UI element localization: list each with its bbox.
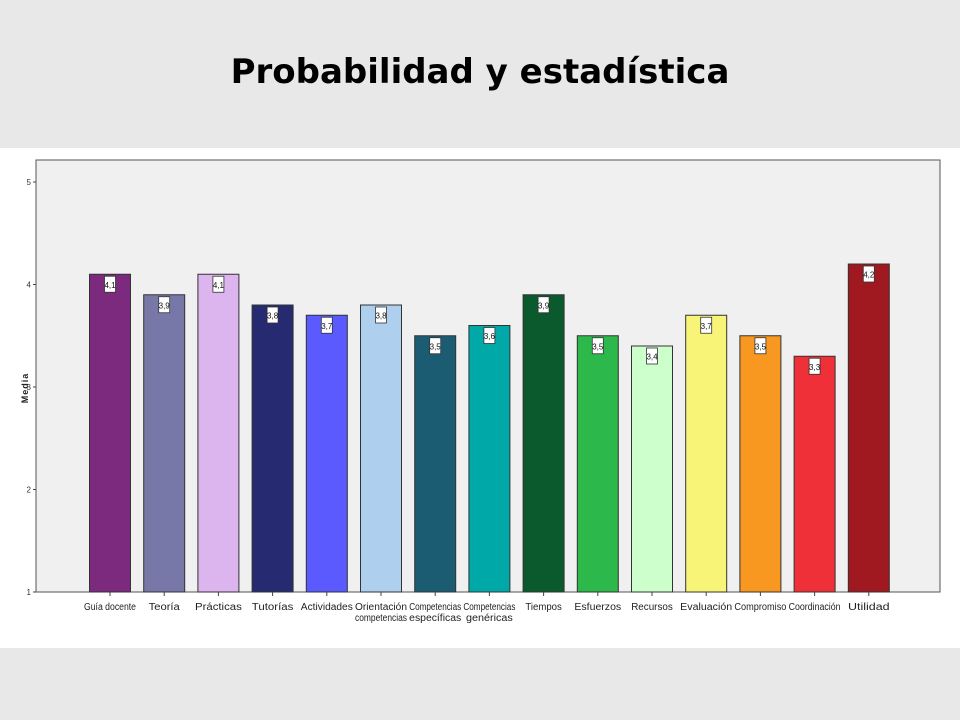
bar bbox=[251, 304, 294, 593]
data-label: 3,5 bbox=[592, 342, 604, 351]
y-tick-label: 1 bbox=[27, 588, 32, 597]
bar bbox=[739, 335, 782, 593]
x-tick-label: Utilidad bbox=[848, 602, 890, 613]
x-tick-label: genéricas bbox=[466, 613, 513, 624]
x-tick-label: Recursos bbox=[631, 602, 673, 613]
y-axis: 1 2 3 4 5 bbox=[27, 178, 36, 597]
data-label: 3,9 bbox=[538, 301, 550, 310]
x-tick-label: Prácticas bbox=[195, 602, 242, 613]
x-tick-label: específicas bbox=[409, 613, 461, 624]
data-label-box bbox=[754, 337, 767, 355]
bar bbox=[793, 355, 836, 593]
data-label: 3,8 bbox=[267, 312, 279, 321]
data-label-box bbox=[212, 275, 225, 293]
bar bbox=[89, 273, 131, 593]
x-axis: Guía docente Teoría Prácticas Tutorías Activ… bbox=[84, 592, 890, 624]
data-label-box bbox=[591, 337, 604, 355]
data-label-box bbox=[700, 316, 713, 334]
x-tick-label: Guía docente bbox=[84, 602, 136, 613]
bar bbox=[576, 335, 619, 593]
x-tick-label: Compromiso bbox=[734, 602, 786, 613]
slide-title: Probabilidad y estadística bbox=[230, 52, 730, 92]
y-tick-label: 5 bbox=[27, 178, 32, 187]
data-label: 4,2 bbox=[863, 271, 875, 280]
data-label-box bbox=[104, 275, 116, 293]
data-label: 4,1 bbox=[213, 281, 225, 290]
bar bbox=[305, 314, 348, 593]
x-tick-label: Coordinación bbox=[789, 602, 841, 613]
bar bbox=[197, 273, 240, 593]
x-tick-label: Esfuerzos bbox=[574, 602, 621, 613]
data-label-box bbox=[537, 296, 550, 314]
data-label: 3,4 bbox=[646, 353, 658, 362]
bar-chart: 1 2 3 4 5 4,1 3,9 4,1 3,8 3,7 3,8 3,5 3,6 3,9 3,5 3,4 3… bbox=[20, 159, 941, 624]
bar bbox=[360, 304, 402, 593]
data-label-box bbox=[320, 316, 333, 334]
bar bbox=[631, 345, 673, 593]
data-label: 3,5 bbox=[755, 342, 767, 351]
y-tick-label: 2 bbox=[27, 486, 32, 495]
data-label: 3,6 bbox=[484, 332, 496, 341]
y-axis-label: Media bbox=[20, 373, 30, 404]
chart-panel: 1 2 3 4 5 4,1 3,9 4,1 3,8 3,7 3,8 3,5 3,6 3,9 3,5 3,4 3… bbox=[0, 148, 960, 648]
data-label: 3,3 bbox=[809, 363, 821, 372]
x-tick-label: Teoría bbox=[149, 602, 181, 613]
data-label: 3,9 bbox=[159, 301, 171, 310]
x-tick-label: Competencias bbox=[463, 602, 515, 613]
data-label-box bbox=[266, 306, 279, 324]
y-tick-label: 3 bbox=[27, 383, 32, 392]
bar bbox=[143, 294, 186, 593]
data-label: 4,1 bbox=[104, 281, 116, 290]
bar bbox=[685, 314, 728, 593]
bars: 4,1 3,9 4,1 3,8 3,7 3,8 3,5 3,6 3,9 3,5 3,4 3,7 3,5 3… bbox=[89, 263, 890, 593]
x-tick-label: Competencias bbox=[409, 602, 461, 613]
data-label: 3,7 bbox=[701, 322, 713, 331]
data-label: 3,5 bbox=[430, 342, 442, 351]
data-label-box bbox=[483, 327, 496, 344]
data-label-box bbox=[862, 265, 875, 283]
bar bbox=[847, 263, 890, 593]
x-tick-label: competencias bbox=[355, 613, 407, 624]
bar bbox=[414, 335, 457, 593]
x-tick-label: Tiempos bbox=[525, 602, 561, 613]
data-label-box bbox=[646, 347, 658, 365]
x-tick-label: Orientación bbox=[355, 602, 407, 613]
data-label-box bbox=[808, 357, 821, 375]
x-tick-label: Tutorías bbox=[252, 602, 294, 613]
y-tick-label: 4 bbox=[27, 281, 32, 290]
data-label-box bbox=[429, 337, 442, 355]
data-label: 3,7 bbox=[321, 322, 333, 331]
bar bbox=[468, 325, 511, 593]
data-label: 3,8 bbox=[375, 312, 387, 321]
data-label-box bbox=[158, 296, 171, 314]
x-tick-label: Actividades bbox=[301, 602, 353, 613]
bar bbox=[522, 294, 565, 593]
data-label-box bbox=[375, 306, 387, 324]
x-tick-label: Evaluación bbox=[680, 602, 732, 613]
